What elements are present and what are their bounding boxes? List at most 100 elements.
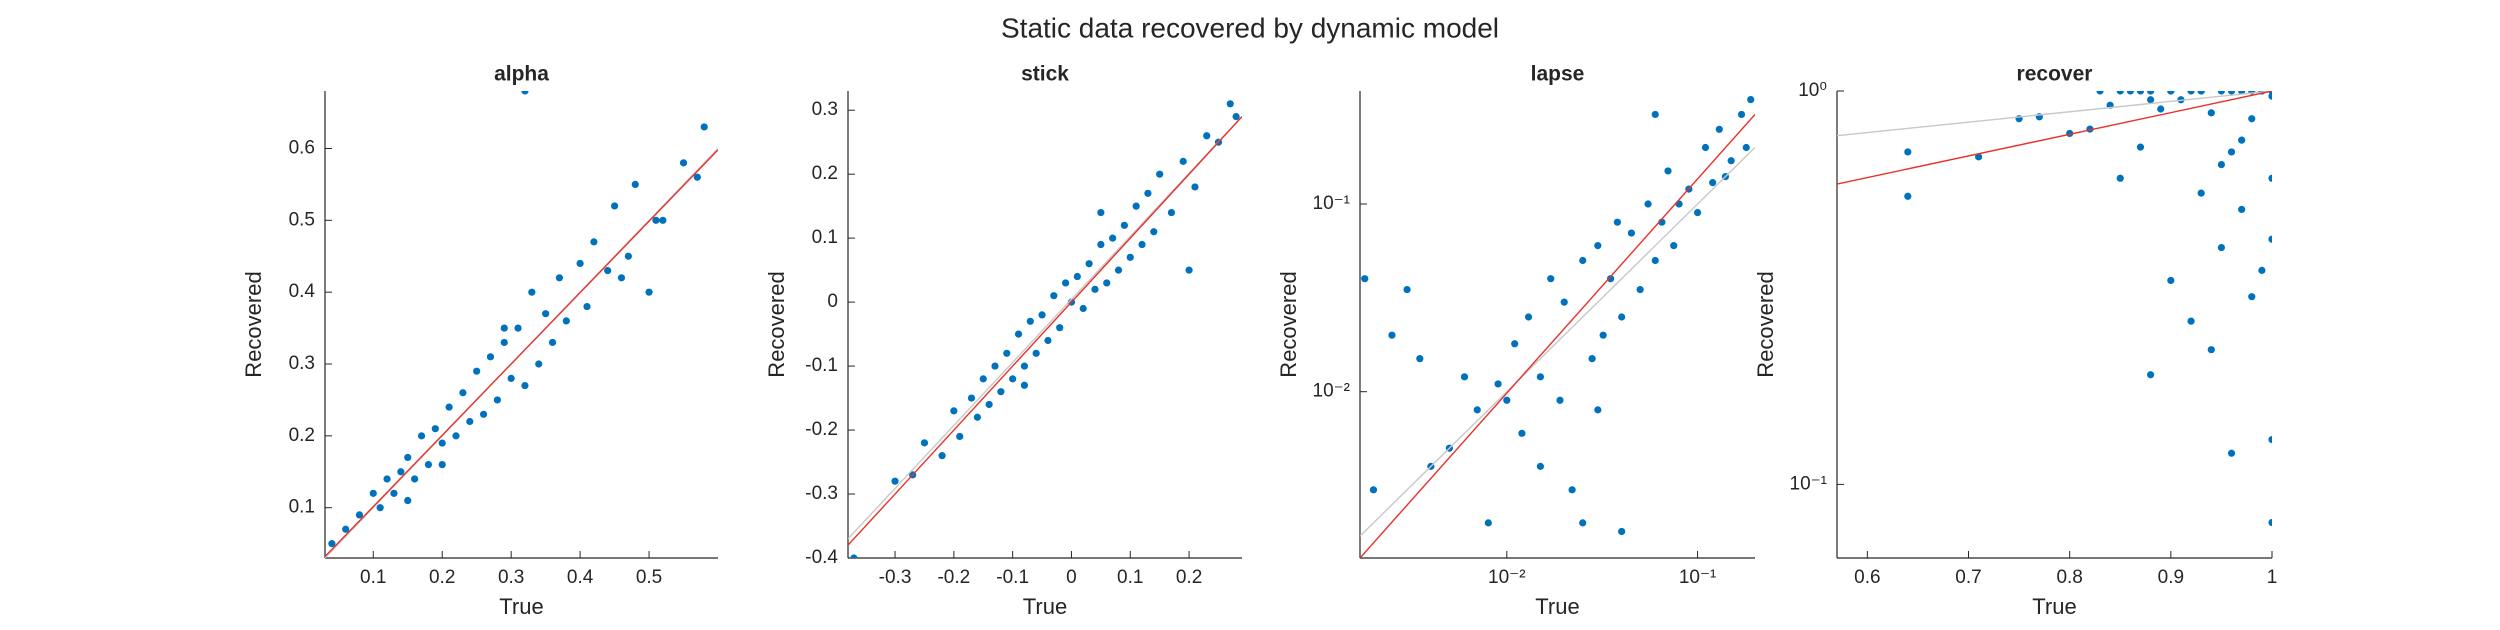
point [576, 259, 584, 268]
point [1032, 349, 1040, 357]
point [2136, 91, 2145, 95]
point [938, 452, 946, 460]
point [2157, 105, 2165, 113]
y-tick-label: 10⁻¹ [1790, 473, 1828, 494]
point [438, 461, 446, 469]
x-tick-label: 1 [2267, 567, 2278, 588]
point [631, 180, 639, 188]
x-axis-label: True [1023, 594, 1067, 619]
point [1026, 317, 1034, 325]
point [1606, 275, 1615, 283]
point [328, 540, 336, 548]
point [956, 432, 964, 441]
point [979, 375, 987, 383]
point [473, 367, 481, 375]
subplot-title: lapse [1531, 63, 1585, 86]
point [1056, 324, 1064, 332]
point [1388, 331, 1396, 339]
point [2217, 91, 2226, 95]
point [1073, 272, 1081, 281]
point [1536, 462, 1544, 470]
point [1709, 179, 1717, 187]
y-tick-label: 0.1 [289, 497, 315, 518]
point [985, 400, 993, 409]
point [486, 353, 495, 361]
point [1588, 355, 1596, 363]
y-tick-label: -0.3 [805, 483, 838, 504]
plot-area [1837, 91, 2272, 527]
point [590, 238, 598, 246]
point [920, 439, 929, 447]
point [1226, 100, 1234, 108]
point [1579, 519, 1587, 527]
point [1109, 234, 1117, 242]
point [2096, 91, 2104, 95]
y-tick-label: 10⁻² [1313, 381, 1351, 402]
point [583, 302, 591, 311]
plot-area [848, 100, 1242, 558]
point [2116, 91, 2124, 95]
point [1050, 292, 1058, 300]
point [1361, 275, 1369, 283]
point [1191, 183, 1199, 191]
point [1114, 266, 1123, 274]
point [2167, 91, 2175, 95]
x-tick-label: 0 [1066, 567, 1077, 588]
y-axis-label: Recovered [1276, 271, 1301, 377]
point [1044, 336, 1052, 345]
point [528, 288, 536, 296]
figure-title: Static data recovered by dynamic model [1001, 12, 1499, 43]
point [2207, 346, 2215, 354]
point [1599, 331, 1607, 339]
point [390, 489, 398, 497]
point [555, 274, 564, 282]
x-tick-label: 0.1 [1117, 567, 1143, 588]
point [2258, 266, 2266, 274]
x-axis-label: True [1535, 594, 1579, 619]
point [2147, 371, 2155, 379]
point [679, 159, 688, 167]
point [693, 173, 701, 181]
y-tick-label: 0.1 [812, 227, 838, 248]
point [1636, 285, 1644, 294]
point [2147, 96, 2155, 104]
point [1742, 143, 1750, 152]
point [1568, 486, 1576, 494]
x-axis-label: True [499, 594, 543, 619]
y-tick-label: 0.4 [289, 281, 316, 302]
y-tick-label: 0.2 [812, 163, 838, 184]
point [1594, 242, 1602, 250]
plot-area [325, 91, 718, 558]
point [1904, 148, 1912, 156]
point [700, 123, 708, 131]
point [1003, 349, 1011, 357]
reference-line [325, 149, 718, 558]
point [610, 202, 619, 210]
point [2268, 435, 2272, 444]
x-tick-label: -0.1 [996, 567, 1029, 588]
point [1511, 340, 1519, 348]
reference-line [1837, 91, 2272, 137]
point [967, 394, 976, 402]
y-tick-label: -0.1 [805, 355, 838, 376]
point [624, 252, 632, 260]
point [383, 475, 391, 483]
point [507, 374, 515, 382]
y-axis-label: Recovered [241, 271, 266, 377]
point [2248, 293, 2256, 301]
x-tick-label: 10⁻¹ [1679, 567, 1717, 588]
point [1618, 313, 1626, 321]
point [1061, 279, 1070, 287]
point [1473, 406, 1481, 414]
y-tick-label: -0.4 [805, 547, 838, 568]
point [2167, 276, 2175, 285]
x-tick-label: 0.2 [1176, 567, 1202, 588]
point [1579, 256, 1587, 265]
point [1693, 208, 1702, 217]
point [521, 91, 529, 95]
point [850, 554, 858, 558]
point [2227, 449, 2236, 457]
y-tick-label: 0.3 [289, 353, 315, 374]
point [1664, 167, 1672, 175]
point [1138, 240, 1146, 249]
